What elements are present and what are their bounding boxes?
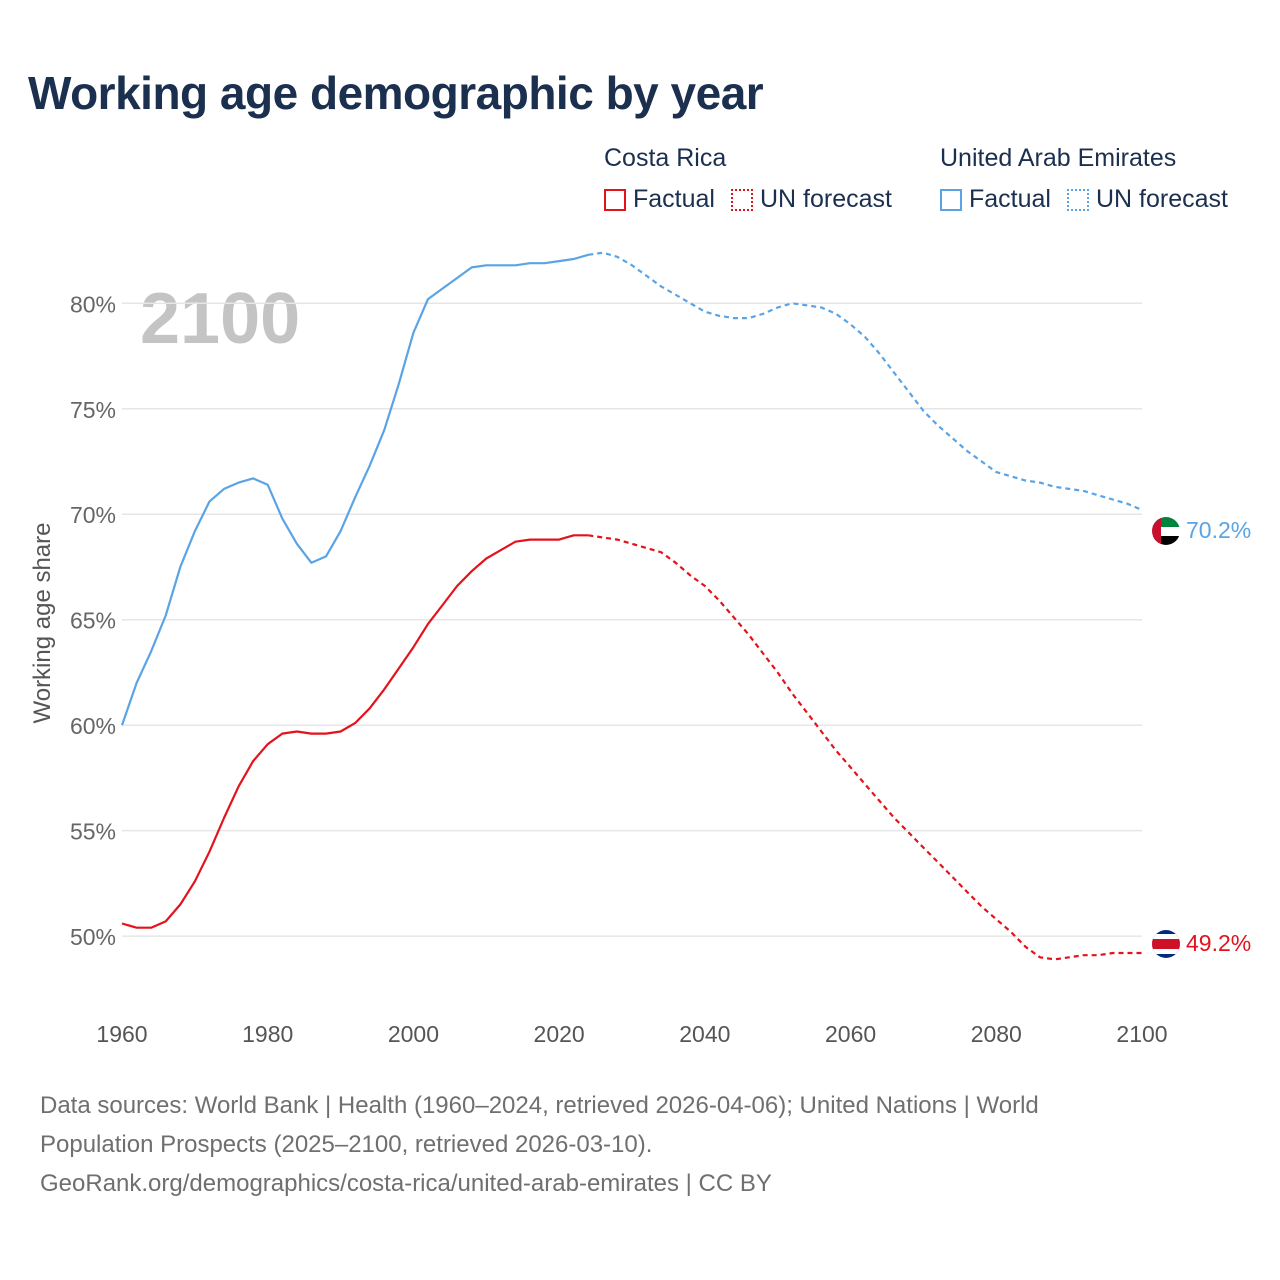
legend-forecast-label: UN forecast bbox=[759, 185, 892, 213]
y-tick-label: 55% bbox=[70, 819, 116, 845]
legend-factual-item[interactable]: Factual bbox=[604, 185, 715, 214]
costa-rica-forecast-line bbox=[588, 534, 1142, 961]
factual-swatch bbox=[940, 188, 962, 211]
x-tick-label: 1980 bbox=[242, 1021, 293, 1047]
chart-title: Working age demographic by year bbox=[28, 67, 764, 119]
x-tick-label: 2000 bbox=[388, 1021, 439, 1047]
y-axis-label: Working age share bbox=[29, 523, 56, 724]
legend-country-label: Costa Rica bbox=[604, 144, 727, 172]
line-chart: 2100 50% 55% 60% 65% 70% 75% 80% 1960 1980 2000 2… bbox=[29, 251, 1251, 1047]
costa-rica-end-value-label: 49.2% bbox=[1186, 930, 1251, 956]
y-tick-label: 70% bbox=[70, 502, 116, 528]
sources-line-3: GeoRank.org/demographics/costa-rica/unit… bbox=[40, 1170, 772, 1197]
y-tick-label: 60% bbox=[70, 713, 116, 739]
united-arab-emirates-factual-line bbox=[120, 253, 589, 726]
x-tick-label: 1960 bbox=[96, 1021, 147, 1047]
legend-factual-label: Factual bbox=[969, 185, 1051, 213]
x-tick-label: 2060 bbox=[825, 1021, 876, 1047]
x-tick-label: 2020 bbox=[534, 1021, 585, 1047]
x-tick-label: 2080 bbox=[971, 1021, 1022, 1047]
costa-rica-flag-icon bbox=[1152, 930, 1180, 958]
sources-line-2: Population Prospects (2025–2100, retriev… bbox=[40, 1131, 653, 1158]
data-sources: Data sources: World Bank | Health (1960–… bbox=[40, 1086, 1240, 1203]
factual-swatch bbox=[604, 188, 626, 211]
sources-line-1: Data sources: World Bank | Health (1960–… bbox=[40, 1092, 1039, 1119]
x-axis-ticks: 1960 1980 2000 2020 2040 2060 2080 2100 bbox=[96, 1021, 1167, 1047]
y-tick-label: 80% bbox=[70, 291, 116, 317]
y-tick-label: 65% bbox=[70, 608, 116, 634]
costa-rica-factual-line bbox=[121, 534, 589, 929]
legend-factual-label: Factual bbox=[633, 185, 715, 213]
x-tick-label: 2040 bbox=[679, 1021, 730, 1047]
legend-forecast-label: UN forecast bbox=[1095, 185, 1228, 213]
legend-costa-rica: Costa Rica Factual UN forecast bbox=[604, 144, 892, 214]
uae-end-value-label: 70.2% bbox=[1186, 517, 1251, 543]
year-watermark: 2100 bbox=[140, 279, 300, 359]
forecast-swatch bbox=[1066, 188, 1089, 211]
legend-country-label: United Arab Emirates bbox=[940, 144, 1177, 172]
legend-forecast-item[interactable]: UN forecast bbox=[1066, 185, 1228, 214]
legend-forecast-item[interactable]: UN forecast bbox=[730, 185, 892, 214]
united-arab-emirates-forecast-line bbox=[588, 251, 1143, 512]
legend-united-arab-emirates: United Arab Emirates Factual UN forecast bbox=[940, 144, 1228, 214]
grid bbox=[122, 302, 1142, 937]
forecast-swatch bbox=[730, 188, 753, 211]
y-axis-ticks: 50% 55% 60% 65% 70% 75% 80% bbox=[70, 291, 116, 950]
y-tick-label: 50% bbox=[70, 924, 116, 950]
legend-factual-item[interactable]: Factual bbox=[940, 185, 1051, 214]
uae-flag-icon bbox=[1152, 517, 1180, 545]
series-lines bbox=[120, 251, 1143, 961]
x-tick-label: 2100 bbox=[1116, 1021, 1167, 1047]
y-tick-label: 75% bbox=[70, 397, 116, 423]
